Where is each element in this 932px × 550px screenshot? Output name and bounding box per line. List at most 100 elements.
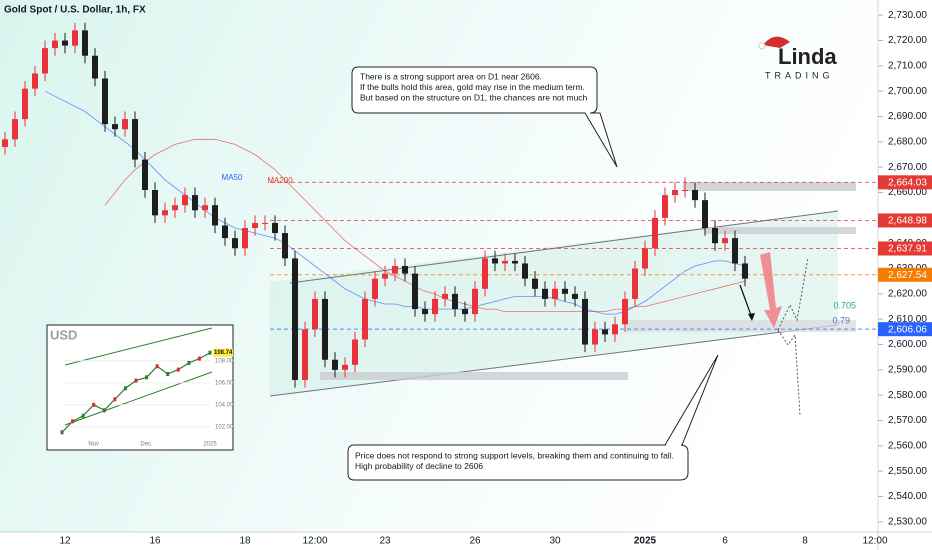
- candle-body: [352, 339, 358, 365]
- ma-label: MA50: [222, 173, 243, 182]
- candle-body: [122, 119, 128, 130]
- inset-bar: [113, 397, 117, 402]
- arrow: [739, 284, 753, 319]
- inset-chart: 102.00 104.00 106.00 108.00 Nov Dec. 2025 108.7…: [60, 348, 234, 448]
- price-tag-label: 2,606.06: [888, 324, 927, 335]
- candle-body: [412, 273, 418, 310]
- candle-body: [332, 359, 338, 370]
- y-tick-label: 2,670.00: [888, 162, 927, 173]
- inset-y-tick-label: 106.00: [215, 380, 234, 386]
- inset-channel: [64, 327, 213, 366]
- price-tag-label: 2,664.03: [888, 177, 927, 188]
- x-tick-label: 12:00: [302, 536, 327, 547]
- candle-body: [612, 324, 618, 335]
- y-tick-label: 2,560.00: [888, 441, 927, 452]
- channel-upper: [289, 210, 839, 284]
- candle-body: [432, 298, 438, 315]
- candle-body: [52, 40, 58, 49]
- zone: [683, 182, 856, 191]
- note-box: [347, 444, 689, 481]
- y-tick-label: 2,620.00: [888, 289, 927, 300]
- y-tick-label: 2,580.00: [888, 390, 927, 401]
- candle-body: [522, 263, 528, 279]
- candle-body: [622, 298, 628, 325]
- candle-body: [562, 288, 568, 294]
- moving-average: [104, 138, 746, 312]
- projection: [777, 329, 801, 416]
- candle-body: [342, 364, 348, 370]
- note-text: There is a strong support area on D1 nea…: [360, 71, 542, 81]
- candle-body: [632, 268, 638, 299]
- candle-body: [382, 273, 388, 279]
- candle-body: [312, 298, 318, 330]
- projection: [777, 257, 809, 331]
- logo-name: Linda: [778, 44, 837, 69]
- zone: [625, 320, 856, 332]
- candle-body: [682, 190, 688, 191]
- candle-body: [112, 124, 118, 130]
- price-tag-label: 2,648.98: [888, 216, 927, 227]
- x-tick-label: 23: [379, 536, 391, 547]
- y-tick-label: 2,610.00: [888, 314, 927, 325]
- fib-label: 0.79: [832, 315, 850, 325]
- candle-body: [272, 222, 278, 234]
- y-tick-label: 2,540.00: [888, 491, 927, 502]
- candle-body: [2, 139, 8, 147]
- channel-lower: [269, 324, 839, 397]
- x-tick-label: 26: [469, 536, 481, 547]
- candle-body: [92, 55, 98, 79]
- candle-body: [652, 217, 658, 249]
- inset-bar: [155, 364, 159, 369]
- candle-body: [232, 238, 238, 249]
- candle-body: [12, 119, 18, 140]
- inset-title: USD: [50, 327, 77, 342]
- x-tick-label: 30: [549, 536, 561, 547]
- candle-body: [282, 233, 288, 259]
- candle-body: [462, 309, 468, 315]
- candle-body: [302, 329, 308, 380]
- x-tick-label: 18: [239, 536, 251, 547]
- candle-body: [722, 238, 728, 244]
- candle-body: [322, 298, 328, 360]
- inset-frame: [46, 324, 234, 451]
- candle-body: [512, 260, 518, 264]
- x-tick-label: 12:00: [862, 536, 887, 547]
- price-tag-label: 2,637.91: [888, 244, 927, 255]
- candle-body: [252, 222, 258, 228]
- x-tick-label: 8: [802, 536, 808, 547]
- candle-body: [172, 205, 178, 211]
- channel-zone: [270, 211, 838, 396]
- price-tag: [878, 241, 932, 256]
- x-tick-label: 2025: [634, 536, 657, 547]
- candle-body: [72, 30, 78, 46]
- y-tick-label: 2,730.00: [888, 10, 927, 21]
- candle-body: [602, 329, 608, 335]
- y-tick-label: 2,700.00: [888, 86, 927, 97]
- candle-body: [472, 288, 478, 315]
- zone: [320, 372, 628, 380]
- candle-body: [572, 293, 578, 299]
- candle-body: [692, 190, 698, 201]
- candle-body: [162, 210, 168, 216]
- y-tick-label: 2,690.00: [888, 111, 927, 122]
- candle-body: [592, 329, 598, 345]
- candle-body: [452, 293, 458, 310]
- candle-body: [82, 30, 88, 56]
- x-tick-label: 16: [149, 536, 161, 547]
- note-text: Price does not respond to strong support…: [355, 450, 674, 460]
- inset-bar: [60, 430, 64, 435]
- candle-body: [222, 225, 228, 239]
- price-tag: [878, 267, 932, 282]
- inset-bar: [123, 386, 127, 391]
- candle-body: [132, 119, 138, 160]
- chart-title: Gold Spot / U.S. Dollar, 1h, FX: [4, 5, 146, 16]
- candle-body: [402, 266, 408, 274]
- candle-body: [642, 248, 648, 269]
- candle-body: [262, 222, 268, 224]
- y-tick-label: 2,660.00: [888, 187, 927, 198]
- price-tag: [878, 322, 932, 337]
- candle-body: [532, 278, 538, 289]
- candle-body: [32, 73, 38, 89]
- note-text: High probability of decline to 2606: [355, 461, 483, 471]
